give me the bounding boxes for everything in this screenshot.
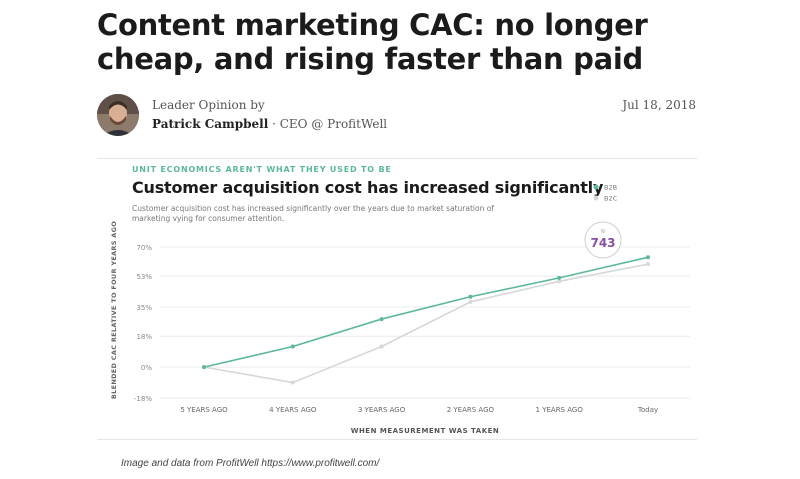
- author-role: · CEO @ ProfitWell: [272, 117, 388, 131]
- chart-subtitle: Customer acquisition cost has increased …: [132, 204, 494, 223]
- chart-title: Customer acquisition cost has increased …: [132, 178, 604, 197]
- article-headline: Content marketing CAC: no longer cheap, …: [97, 8, 648, 76]
- author-name-link[interactable]: Patrick Campbell: [152, 117, 269, 131]
- byline-label: Leader Opinion by: [152, 98, 265, 112]
- author-avatar[interactable]: [97, 94, 139, 136]
- publish-date: Jul 18, 2018: [622, 98, 696, 112]
- chart-kicker: UNIT ECONOMICS AREN'T WHAT THEY USED TO …: [132, 165, 392, 174]
- image-caption: Image and data from ProfitWell https://w…: [121, 458, 380, 469]
- byline: Patrick Campbell · CEO @ ProfitWell: [152, 117, 387, 131]
- avatar-photo: [97, 94, 139, 136]
- chart-card: [97, 158, 697, 440]
